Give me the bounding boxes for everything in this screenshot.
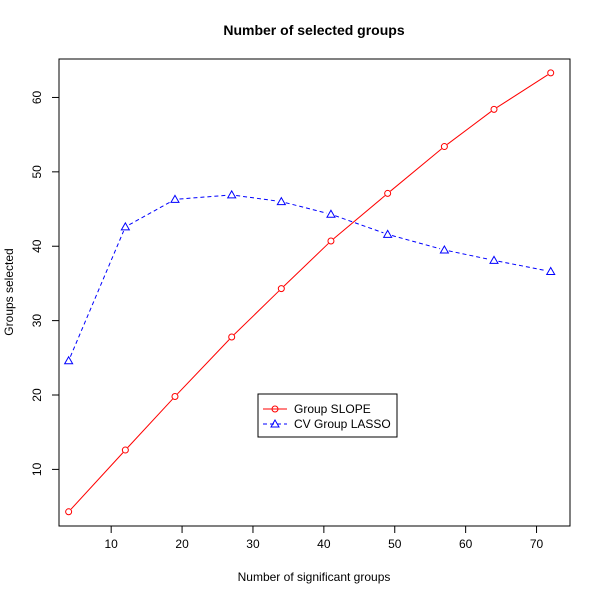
data-point	[170, 194, 180, 203]
data-point	[326, 209, 336, 218]
series-cv-group-lasso	[63, 189, 556, 365]
series-group-slope	[65, 69, 555, 516]
series-segment	[179, 194, 228, 200]
data-point	[327, 237, 335, 245]
x-axis-label: Number of significant groups	[238, 570, 391, 584]
y-tick-label: 10	[30, 462, 44, 476]
x-tick-label: 10	[104, 537, 118, 551]
series-segment	[69, 230, 125, 357]
series-segment	[335, 215, 384, 234]
series-segment	[177, 339, 230, 395]
series-segment	[70, 452, 124, 510]
data-point	[65, 508, 73, 516]
series-segment	[446, 111, 492, 145]
plot-frame	[58, 58, 571, 527]
x-tick-label: 20	[175, 537, 189, 551]
series-layer	[63, 69, 556, 516]
y-axis: 10 20 30 40 50 60	[30, 90, 60, 476]
data-point	[63, 355, 74, 365]
data-point	[121, 446, 129, 454]
data-point	[228, 333, 236, 341]
data-point	[489, 255, 499, 264]
legend-label: Group SLOPE	[294, 402, 371, 416]
series-segment	[496, 74, 549, 108]
data-point	[382, 229, 393, 238]
y-tick-label: 30	[30, 314, 44, 328]
x-tick-label: 50	[388, 537, 402, 551]
y-axis-label: Groups selected	[2, 248, 16, 335]
legend-box	[257, 393, 398, 438]
data-point	[490, 105, 498, 113]
series-segment	[390, 148, 442, 192]
chart-title: Number of selected groups	[223, 22, 404, 38]
legend-marker	[270, 418, 280, 428]
series-segment	[391, 235, 441, 250]
x-tick-label: 30	[246, 537, 260, 551]
y-tick-label: 50	[30, 165, 44, 179]
y-tick-label: 60	[30, 90, 44, 104]
series-segment	[498, 260, 547, 272]
data-point	[277, 285, 285, 293]
data-point	[171, 392, 179, 400]
series-segment	[283, 243, 329, 287]
data-point	[439, 244, 450, 254]
series-segment	[129, 201, 172, 226]
data-point	[547, 69, 555, 77]
data-point	[545, 266, 556, 276]
data-point	[276, 196, 287, 206]
y-tick-label: 20	[30, 388, 44, 402]
series-segment	[285, 202, 327, 214]
legend-label: CV Group LASSO	[294, 417, 391, 431]
x-tick-label: 60	[459, 537, 473, 551]
series-segment	[448, 250, 490, 260]
series-segment	[333, 195, 386, 240]
x-tick-label: 40	[317, 537, 331, 551]
y-tick-label: 40	[30, 239, 44, 253]
series-segment	[233, 290, 280, 335]
x-axis: 10 20 30 40 50 60 70	[104, 525, 544, 551]
series-segment	[127, 398, 173, 448]
data-point	[384, 189, 392, 197]
legend-marker	[271, 405, 279, 413]
data-point	[226, 189, 237, 199]
data-point	[120, 221, 131, 231]
x-tick-label: 70	[530, 537, 544, 551]
data-point	[440, 143, 448, 151]
series-segment	[236, 195, 277, 202]
